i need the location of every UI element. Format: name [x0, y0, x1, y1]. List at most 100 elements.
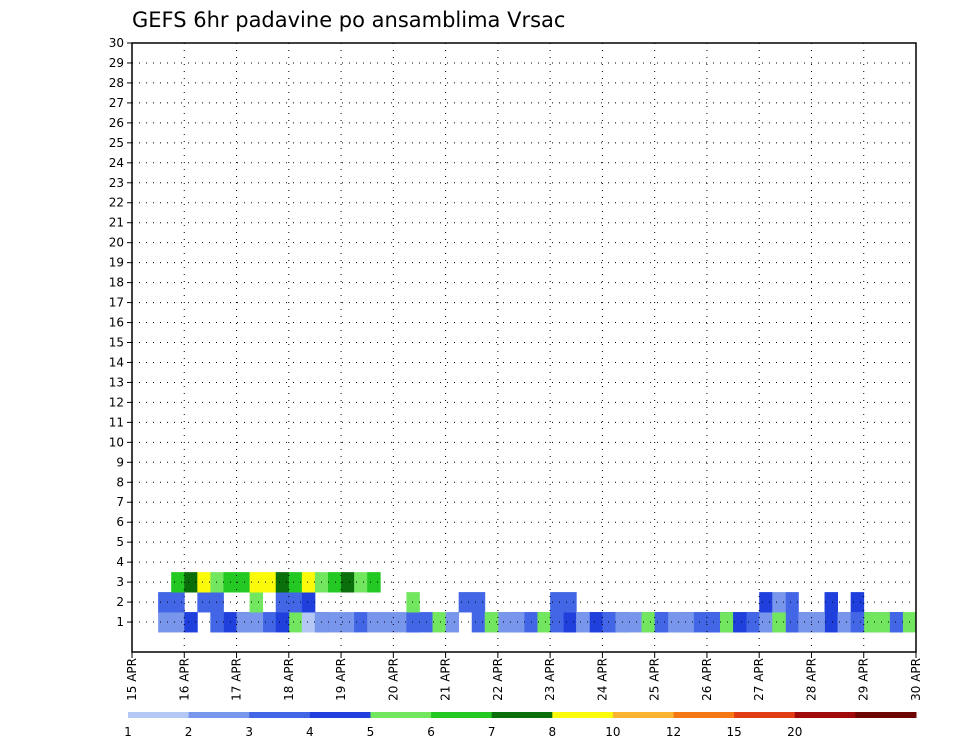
- heatmap-cell: [367, 612, 381, 633]
- y-tick-label: 19: [109, 256, 124, 270]
- heatmap-cell: [275, 572, 290, 593]
- heatmap-cell: [341, 612, 355, 633]
- y-tick-label: 29: [109, 56, 124, 70]
- colorbar-tick-label: 7: [488, 725, 496, 739]
- heatmap-cell: [249, 572, 264, 593]
- x-tick-label: 20 APR: [386, 658, 400, 701]
- heatmap-cell: [602, 612, 616, 633]
- heatmap-cell: [484, 612, 499, 633]
- y-tick-label: 8: [116, 475, 124, 489]
- colorbar-tick-label: 12: [666, 725, 681, 739]
- heatmap-cell: [458, 592, 473, 613]
- heatmap-cell: [210, 592, 224, 613]
- heatmap-cell: [301, 572, 316, 593]
- y-tick-label: 2: [116, 595, 124, 609]
- heatmap-cell: [497, 612, 512, 633]
- colorbar-tick-label: 8: [548, 725, 556, 739]
- heatmap-cell: [471, 612, 486, 633]
- y-tick-label: 27: [109, 96, 124, 110]
- colorbar-tick-label: 3: [245, 725, 253, 739]
- colorbar-segment: [491, 712, 553, 718]
- heatmap-cell: [275, 612, 290, 633]
- colorbar-segment: [309, 712, 371, 718]
- heatmap-cell: [328, 572, 342, 593]
- colorbar-tick-label: 6: [427, 725, 435, 739]
- heatmap-cell: [772, 612, 786, 633]
- heatmap-cell: [301, 612, 316, 633]
- heatmap-cell: [641, 612, 656, 633]
- heatmap-cell: [746, 612, 760, 633]
- heatmap-cells: [158, 572, 917, 633]
- y-tick-label: 6: [116, 515, 124, 529]
- colorbar-tick-label: 1: [124, 725, 132, 739]
- colorbar-segment: [794, 712, 856, 718]
- chart-title: GEFS 6hr padavine po ansamblima Vrsac: [132, 8, 565, 32]
- y-tick-label: 7: [116, 495, 124, 509]
- y-tick-label: 24: [109, 156, 124, 170]
- heatmap-cell: [733, 612, 747, 633]
- heatmap-cell: [563, 592, 577, 613]
- colorbar-tick-label: 20: [787, 725, 802, 739]
- heatmap-cell: [301, 592, 316, 613]
- x-axis: 15 APR 16 APR 17 APR 18 APR 19 APR 20 APR 21 A…: [125, 652, 923, 701]
- heatmap-cell: [471, 592, 486, 613]
- heatmap-cell: [367, 572, 381, 593]
- y-tick-label: 3: [116, 575, 124, 589]
- heatmap-cell: [537, 612, 551, 633]
- heatmap-cell: [249, 612, 264, 633]
- x-tick-label: 27 APR: [752, 658, 766, 701]
- heatmap-cell: [197, 592, 211, 613]
- heatmap-cell: [249, 592, 264, 613]
- colorbar-segment: [188, 712, 250, 718]
- x-tick-label: 19 APR: [334, 658, 348, 701]
- heatmap-cell: [354, 572, 368, 593]
- heatmap-cell: [328, 612, 342, 633]
- heatmap-cell: [876, 612, 891, 633]
- colorbar-segment: [855, 712, 917, 718]
- y-tick-label: 25: [109, 136, 124, 150]
- heatmap-cell: [184, 572, 198, 593]
- colorbar: 1 2 3 4 5 6 7 8 10 12 15 20: [124, 712, 917, 739]
- heatmap-cell: [759, 612, 773, 633]
- heatmap-cell: [850, 612, 865, 633]
- y-axis: 1234567891011121314151617181920212223242…: [109, 36, 132, 629]
- heatmap-cell: [720, 612, 734, 633]
- heatmap-cell: [889, 612, 904, 633]
- y-tick-label: 28: [109, 76, 124, 90]
- heatmap-cell: [288, 612, 303, 633]
- heatmap-cell: [850, 592, 865, 613]
- y-tick-label: 13: [109, 375, 124, 389]
- x-tick-label: 22 APR: [491, 658, 505, 701]
- x-tick-label: 16 APR: [177, 658, 191, 701]
- y-tick-label: 30: [109, 36, 124, 50]
- heatmap-cell: [210, 612, 224, 633]
- y-tick-label: 4: [116, 555, 124, 569]
- y-tick-label: 22: [109, 196, 124, 210]
- x-tick-label: 17 APR: [230, 658, 244, 701]
- heatmap-cell: [288, 572, 303, 593]
- heatmap-cell: [798, 612, 812, 633]
- y-tick-label: 15: [109, 336, 124, 350]
- heatmap-cell: [759, 592, 773, 613]
- heatmap-cell: [824, 612, 838, 633]
- x-tick-label: 25 APR: [648, 658, 662, 701]
- heatmap-cell: [837, 612, 852, 633]
- x-tick-label: 15 APR: [125, 658, 139, 701]
- x-tick-label: 29 APR: [857, 658, 871, 701]
- heatmap-cell: [406, 612, 420, 633]
- heatmap-cell: [589, 612, 603, 633]
- heatmap-cell: [341, 572, 355, 593]
- heatmap-cell: [445, 612, 460, 633]
- heatmap-cell: [785, 612, 799, 633]
- heatmap-cell: [772, 592, 786, 613]
- y-tick-label: 9: [116, 455, 124, 469]
- heatmap-cell: [654, 612, 669, 633]
- colorbar-segment: [128, 712, 190, 718]
- x-tick-label: 28 APR: [804, 658, 818, 701]
- y-tick-label: 17: [109, 296, 124, 310]
- x-tick-label: 24 APR: [595, 658, 609, 701]
- y-tick-label: 12: [109, 395, 124, 409]
- heatmap-cell: [393, 612, 407, 633]
- grid-lines: [132, 42, 916, 652]
